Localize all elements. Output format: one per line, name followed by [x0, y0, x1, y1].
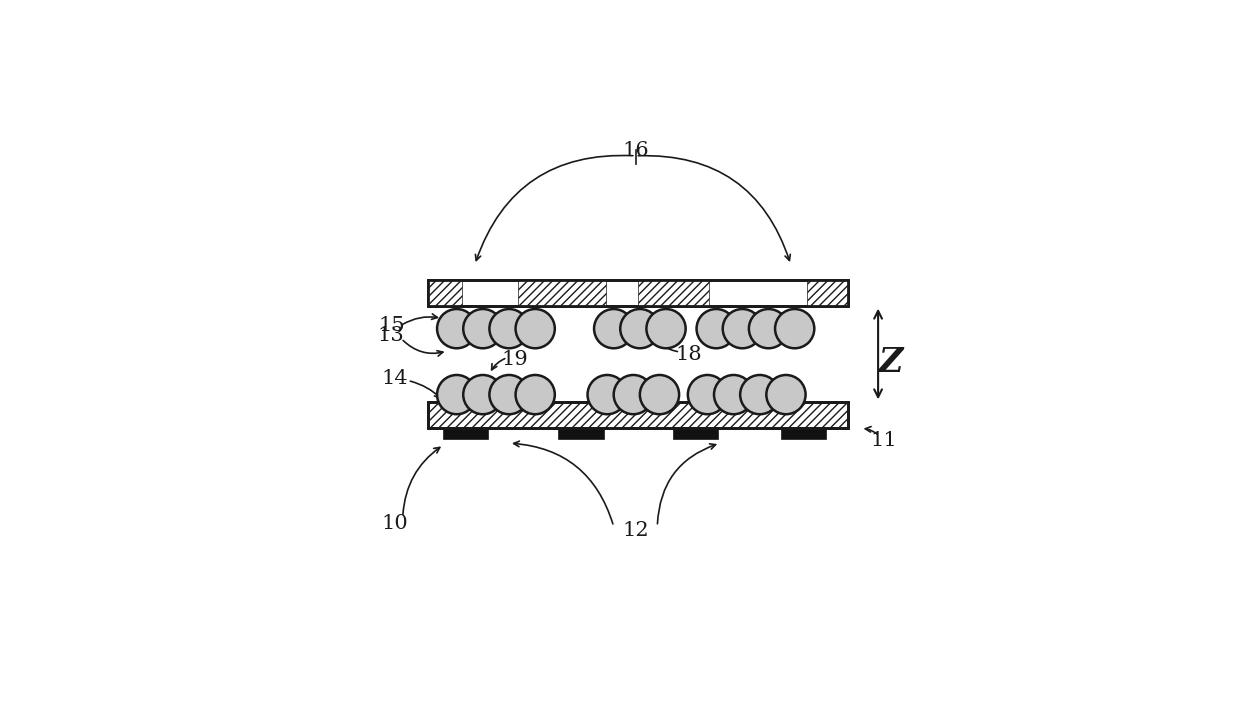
Text: 11: 11: [870, 431, 897, 450]
Circle shape: [714, 375, 753, 414]
Text: 14: 14: [381, 369, 408, 388]
Circle shape: [775, 309, 815, 348]
Text: 18: 18: [676, 346, 702, 365]
Circle shape: [766, 375, 806, 414]
Text: 15: 15: [378, 316, 404, 336]
Circle shape: [688, 375, 727, 414]
Circle shape: [646, 309, 686, 348]
Circle shape: [588, 375, 626, 414]
Bar: [428, 280, 848, 306]
Bar: [518, 280, 605, 306]
Bar: [781, 428, 826, 439]
Bar: [428, 402, 848, 428]
Bar: [559, 428, 604, 439]
Circle shape: [464, 375, 502, 414]
Text: Z: Z: [878, 346, 903, 379]
Circle shape: [749, 309, 789, 348]
Circle shape: [640, 375, 680, 414]
Circle shape: [620, 309, 660, 348]
Circle shape: [464, 309, 502, 348]
Circle shape: [594, 309, 634, 348]
Text: 12: 12: [622, 521, 649, 540]
Bar: [673, 428, 718, 439]
Text: 19: 19: [501, 350, 528, 369]
Bar: [444, 428, 489, 439]
Circle shape: [723, 309, 761, 348]
Bar: [639, 280, 709, 306]
Circle shape: [516, 375, 554, 414]
Circle shape: [490, 309, 528, 348]
Circle shape: [614, 375, 653, 414]
Bar: [807, 280, 848, 306]
Circle shape: [436, 309, 476, 348]
Circle shape: [516, 309, 554, 348]
Circle shape: [490, 375, 528, 414]
Circle shape: [436, 375, 476, 414]
Bar: [428, 280, 463, 306]
Bar: [428, 280, 848, 306]
Text: 13: 13: [378, 326, 404, 346]
Text: 10: 10: [381, 514, 408, 533]
Text: 16: 16: [622, 141, 649, 160]
Circle shape: [697, 309, 735, 348]
Circle shape: [740, 375, 780, 414]
Bar: [428, 402, 848, 428]
